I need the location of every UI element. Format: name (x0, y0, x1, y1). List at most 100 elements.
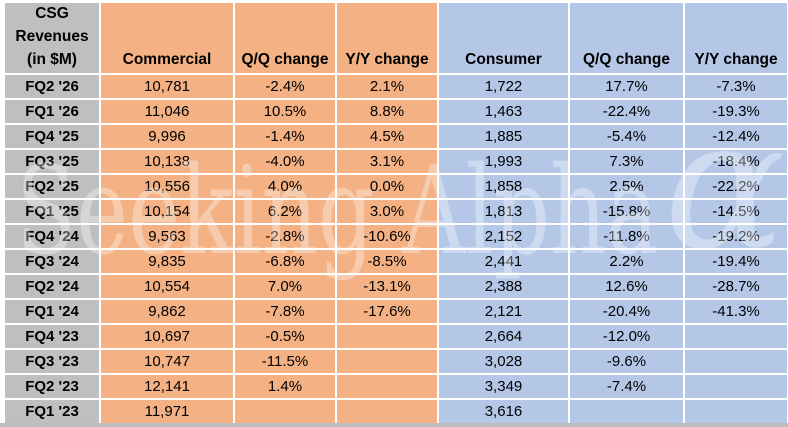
cell-commercial-yy (337, 350, 437, 373)
cell-commercial-yy: -17.6% (337, 300, 437, 323)
cell-consumer-qq: 12.6% (570, 275, 683, 298)
corner-line-2: Revenues (15, 28, 89, 45)
cell-commercial: 11,046 (101, 100, 233, 123)
cell-commercial: 10,154 (101, 200, 233, 223)
cell-consumer-yy (685, 375, 787, 398)
cell-consumer-yy (685, 325, 787, 348)
cell-commercial-yy: 4.5% (337, 125, 437, 148)
cell-commercial-qq: -11.5% (235, 350, 335, 373)
cell-consumer: 1,463 (439, 100, 568, 123)
cell-consumer-yy (685, 400, 787, 423)
cell-consumer-yy (685, 350, 787, 373)
cell-consumer-yy: -19.3% (685, 100, 787, 123)
column-header-commercial-qq: Q/Q change (235, 3, 335, 73)
row-label: FQ1 '26 (5, 100, 99, 123)
cell-commercial-qq: -2.4% (235, 75, 335, 98)
cell-commercial: 9,563 (101, 225, 233, 248)
cell-commercial-yy: 2.1% (337, 75, 437, 98)
cell-consumer-qq: 2.5% (570, 175, 683, 198)
cell-consumer: 2,121 (439, 300, 568, 323)
cell-commercial-yy (337, 400, 437, 423)
cell-commercial-qq: -7.8% (235, 300, 335, 323)
row-label: FQ4 '23 (5, 325, 99, 348)
cell-commercial-qq (235, 400, 335, 423)
cell-consumer: 2,152 (439, 225, 568, 248)
table-corner-header: CSG Revenues (in $M) (5, 3, 99, 73)
cell-consumer: 1,993 (439, 150, 568, 173)
cell-consumer: 2,664 (439, 325, 568, 348)
cell-commercial-yy: -10.6% (337, 225, 437, 248)
cell-commercial: 9,862 (101, 300, 233, 323)
cell-consumer-yy: -28.7% (685, 275, 787, 298)
cell-consumer-qq: -7.4% (570, 375, 683, 398)
row-label: FQ2 '25 (5, 175, 99, 198)
cell-consumer-yy: -18.4% (685, 150, 787, 173)
cell-commercial-yy: 3.0% (337, 200, 437, 223)
cell-consumer-qq: -12.0% (570, 325, 683, 348)
cell-consumer-qq: -9.6% (570, 350, 683, 373)
corner-line-1: CSG (35, 5, 69, 22)
row-label: FQ3 '24 (5, 250, 99, 273)
row-label: FQ3 '25 (5, 150, 99, 173)
cell-commercial-yy: -8.5% (337, 250, 437, 273)
column-header-commercial-yy: Y/Y change (337, 3, 437, 73)
cell-consumer-yy: -12.4% (685, 125, 787, 148)
corner-line-3: (in $M) (27, 51, 77, 68)
cell-commercial-qq: 1.4% (235, 375, 335, 398)
cell-commercial: 12,141 (101, 375, 233, 398)
cell-commercial-yy: -13.1% (337, 275, 437, 298)
cell-commercial: 10,554 (101, 275, 233, 298)
cell-commercial-qq: 6.2% (235, 200, 335, 223)
cell-commercial: 9,996 (101, 125, 233, 148)
table-bottom-edge (0, 423, 788, 427)
cell-consumer-yy: -41.3% (685, 300, 787, 323)
cell-consumer-yy: -7.3% (685, 75, 787, 98)
row-label: FQ2 '24 (5, 275, 99, 298)
cell-commercial: 9,835 (101, 250, 233, 273)
cell-consumer-qq: 17.7% (570, 75, 683, 98)
cell-commercial-qq: -6.8% (235, 250, 335, 273)
cell-commercial: 10,138 (101, 150, 233, 173)
cell-commercial-yy (337, 375, 437, 398)
cell-commercial-yy (337, 325, 437, 348)
row-label: FQ1 '25 (5, 200, 99, 223)
cell-consumer: 3,616 (439, 400, 568, 423)
cell-commercial: 10,781 (101, 75, 233, 98)
cell-consumer: 2,441 (439, 250, 568, 273)
cell-commercial-qq: -1.4% (235, 125, 335, 148)
cell-consumer-qq (570, 400, 683, 423)
cell-consumer: 3,349 (439, 375, 568, 398)
cell-consumer-qq: -11.8% (570, 225, 683, 248)
csg-revenues-table: CSG Revenues (in $M) Commercial Q/Q chan… (5, 3, 787, 423)
row-label: FQ1 '23 (5, 400, 99, 423)
cell-commercial: 10,556 (101, 175, 233, 198)
cell-commercial: 11,971 (101, 400, 233, 423)
cell-consumer: 1,722 (439, 75, 568, 98)
cell-consumer: 3,028 (439, 350, 568, 373)
cell-consumer-yy: -22.2% (685, 175, 787, 198)
cell-commercial-qq: 7.0% (235, 275, 335, 298)
row-label: FQ4 '25 (5, 125, 99, 148)
cell-consumer-yy: -19.2% (685, 225, 787, 248)
cell-commercial-qq: -0.5% (235, 325, 335, 348)
cell-consumer-qq: -20.4% (570, 300, 683, 323)
cell-commercial-yy: 0.0% (337, 175, 437, 198)
cell-commercial-qq: 10.5% (235, 100, 335, 123)
cell-consumer-qq: 7.3% (570, 150, 683, 173)
cell-consumer: 1,885 (439, 125, 568, 148)
column-header-commercial: Commercial (101, 3, 233, 73)
cell-consumer: 1,858 (439, 175, 568, 198)
cell-consumer-qq: 2.2% (570, 250, 683, 273)
column-header-consumer: Consumer (439, 3, 568, 73)
cell-commercial-qq: -4.0% (235, 150, 335, 173)
row-label: FQ2 '26 (5, 75, 99, 98)
cell-commercial-yy: 3.1% (337, 150, 437, 173)
column-header-consumer-yy: Y/Y change (685, 3, 787, 73)
cell-consumer-qq: -22.4% (570, 100, 683, 123)
cell-commercial-yy: 8.8% (337, 100, 437, 123)
cell-consumer-qq: -15.8% (570, 200, 683, 223)
row-label: FQ4 '24 (5, 225, 99, 248)
cell-consumer-yy: -19.4% (685, 250, 787, 273)
cell-consumer: 1,813 (439, 200, 568, 223)
